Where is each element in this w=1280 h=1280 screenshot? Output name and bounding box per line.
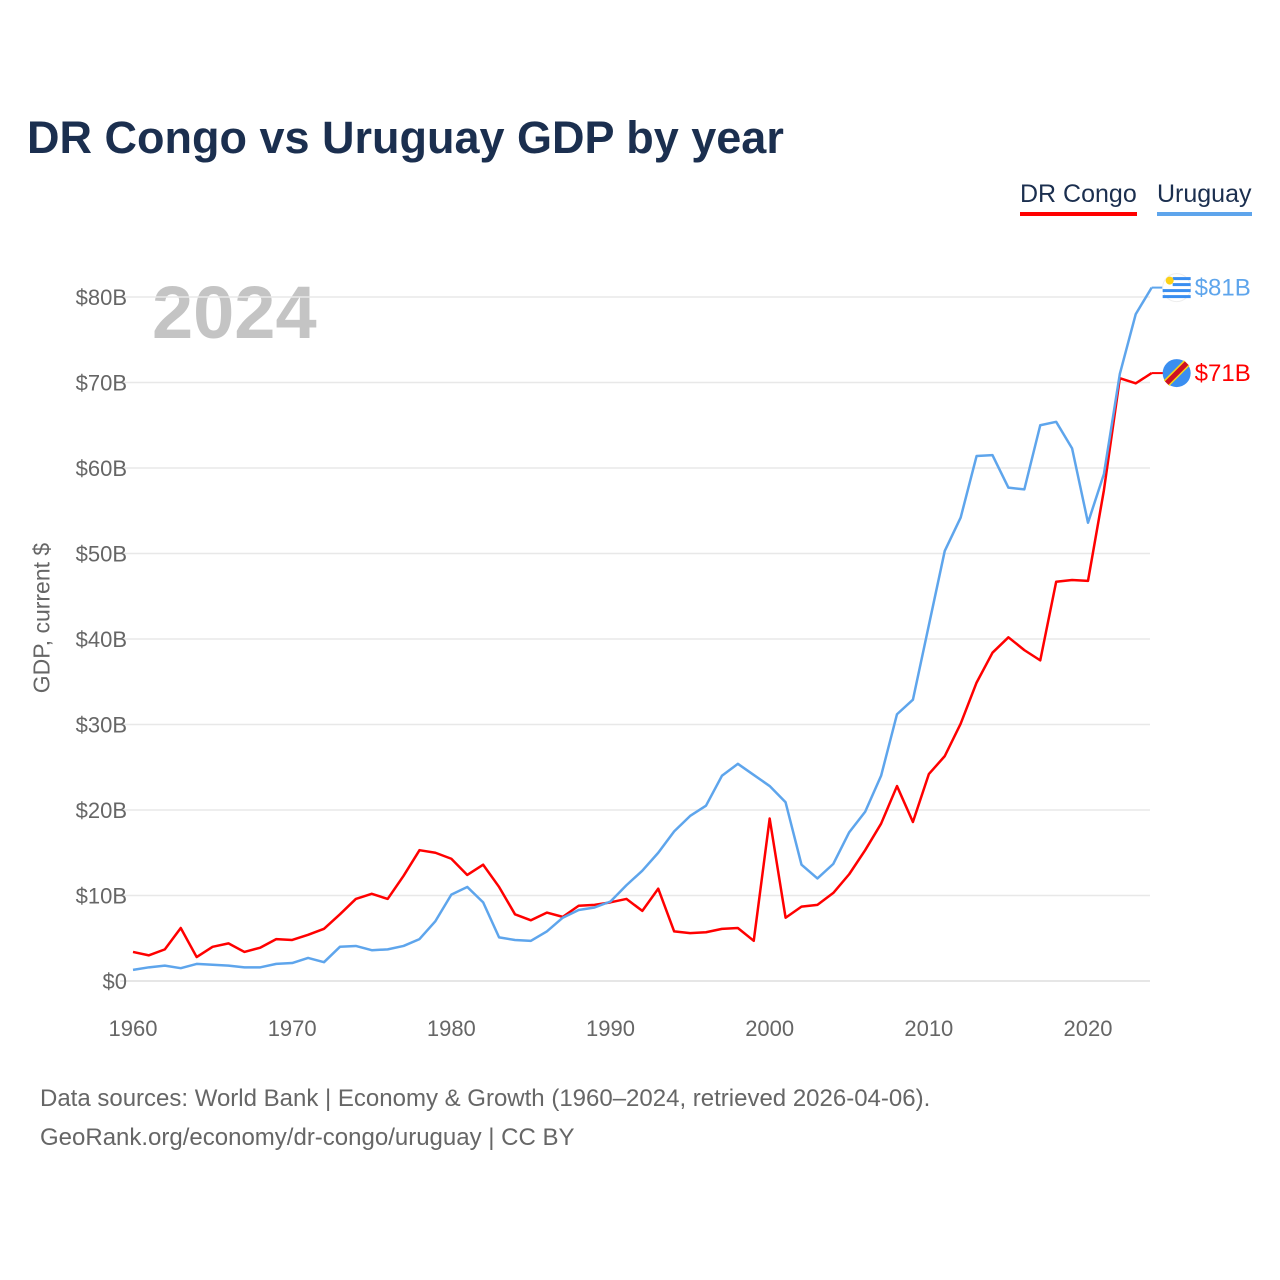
x-tick-label: 1990 bbox=[586, 1016, 635, 1041]
series-line-uruguay bbox=[132, 286, 1153, 972]
y-tick-label: $50B bbox=[76, 542, 127, 567]
uruguay-flag-icon bbox=[1165, 276, 1174, 285]
y-tick-label: $30B bbox=[76, 713, 127, 738]
uruguay-flag-icon bbox=[1172, 277, 1191, 281]
uruguay-flag-icon bbox=[1172, 283, 1191, 287]
y-tick-label: $70B bbox=[76, 371, 127, 396]
source-url[interactable]: GeoRank.org/economy/dr-congo/uruguay | C… bbox=[40, 1124, 575, 1151]
end-value-label: $71B bbox=[1195, 360, 1251, 387]
x-tick-label: 2020 bbox=[1064, 1016, 1113, 1041]
end-value-label: $81B bbox=[1195, 275, 1251, 302]
current-year-label: 2024 bbox=[152, 271, 317, 354]
y-tick-label: $20B bbox=[76, 798, 127, 823]
y-tick-label: $60B bbox=[76, 456, 127, 481]
y-tick-label: $0 bbox=[103, 969, 127, 994]
y-tick-label: $10B bbox=[76, 884, 127, 909]
x-tick-label: 2000 bbox=[745, 1016, 794, 1041]
source-line: Data sources: World Bank | Economy & Gro… bbox=[40, 1085, 931, 1112]
y-tick-label: $80B bbox=[76, 285, 127, 310]
x-tick-label: 2010 bbox=[904, 1016, 953, 1041]
legend-dr-congo[interactable]: DR Congo bbox=[1020, 180, 1137, 216]
x-tick-label: 1960 bbox=[109, 1016, 158, 1041]
chart-title: DR Congo vs Uruguay GDP by year bbox=[27, 112, 784, 163]
uruguay-flag-icon bbox=[1162, 289, 1191, 293]
x-tick-label: 1980 bbox=[427, 1016, 476, 1041]
y-tick-label: $40B bbox=[76, 627, 127, 652]
legend-uruguay[interactable]: Uruguay bbox=[1157, 180, 1252, 216]
x-tick-label: 1970 bbox=[268, 1016, 317, 1041]
uruguay-flag-icon bbox=[1162, 295, 1191, 299]
series-line-dr-congo bbox=[132, 372, 1153, 959]
dr-congo-flag-icon bbox=[1164, 361, 1189, 385]
